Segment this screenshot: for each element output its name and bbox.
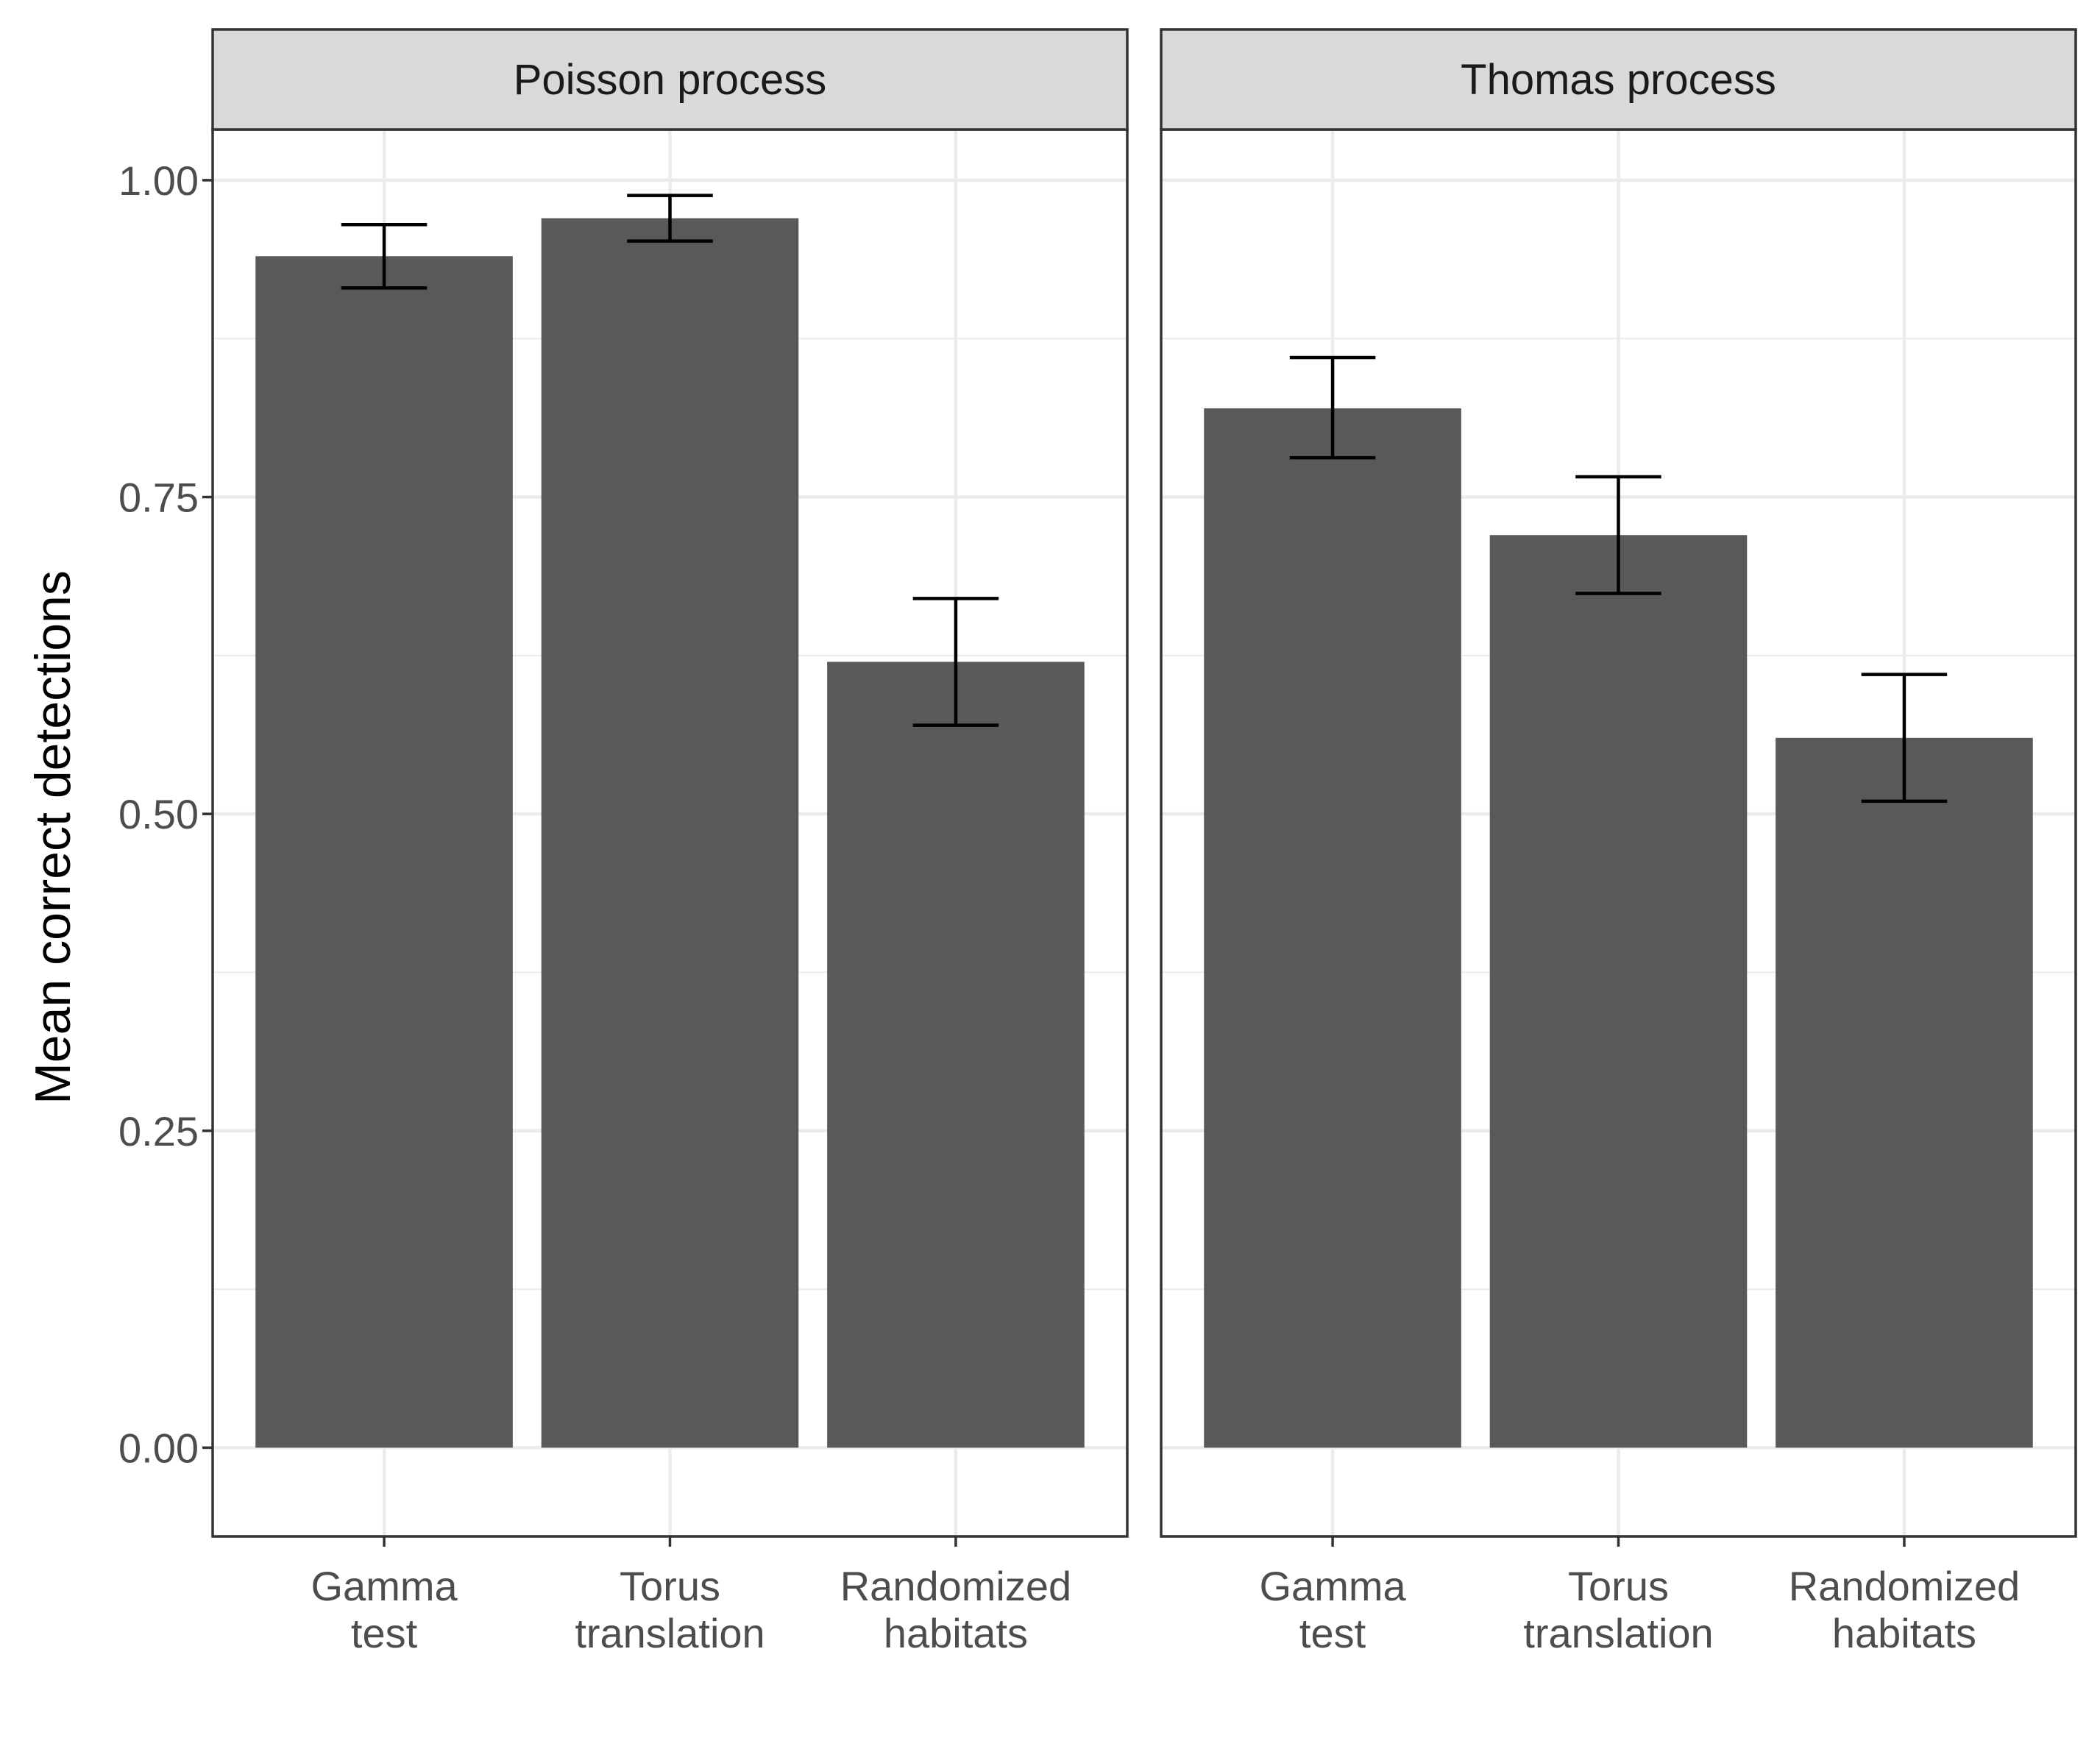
x-tick-label: test xyxy=(351,1610,418,1656)
bar-series xyxy=(1204,408,2033,1448)
error-bar xyxy=(1289,355,1376,460)
error-bar xyxy=(627,194,713,243)
x-tick-label: habitats xyxy=(884,1610,1028,1656)
bar xyxy=(541,218,799,1448)
y-tick-label: 0.25 xyxy=(118,1108,199,1154)
x-tick-label: translation xyxy=(1523,1610,1713,1656)
bar xyxy=(1204,408,1461,1448)
y-tick-label: 0.00 xyxy=(118,1425,199,1471)
x-tick-label: Randomized xyxy=(840,1563,1071,1609)
error-bar-series xyxy=(341,194,999,727)
panel-title: Thomas process xyxy=(1461,56,1776,104)
error-bar xyxy=(912,597,999,727)
bar-series xyxy=(255,218,1085,1448)
y-tick-label: 1.00 xyxy=(118,157,199,204)
panel-title: Poisson process xyxy=(514,56,827,104)
error-bar xyxy=(1861,673,1948,804)
y-tick-label: 0.50 xyxy=(118,791,199,837)
y-axis-tick-labels: 0.00 0.25 0.50 0.75 1.00 xyxy=(118,157,213,1471)
x-tick-label: test xyxy=(1299,1610,1366,1656)
x-tick-label: Torus xyxy=(1568,1563,1669,1609)
x-tick-label: translation xyxy=(575,1610,765,1656)
bar xyxy=(1489,535,1748,1448)
strip-background xyxy=(211,28,1129,131)
y-axis-title: Mean correct detections xyxy=(25,570,81,1104)
strip-background xyxy=(1160,28,2077,131)
bar xyxy=(827,661,1085,1448)
error-bar xyxy=(1575,475,1661,595)
bar xyxy=(255,256,513,1448)
bar xyxy=(1776,737,2033,1448)
error-bar xyxy=(341,222,428,290)
x-tick-label: habitats xyxy=(1832,1610,1976,1656)
x-tick-label: Gamma xyxy=(311,1563,458,1609)
y-tick-label: 0.75 xyxy=(118,475,199,521)
x-tick-label: Gamma xyxy=(1259,1563,1406,1609)
error-bar-series xyxy=(1289,355,1948,804)
x-tick-label: Torus xyxy=(620,1563,720,1609)
x-tick-label: Randomized xyxy=(1789,1563,2020,1609)
